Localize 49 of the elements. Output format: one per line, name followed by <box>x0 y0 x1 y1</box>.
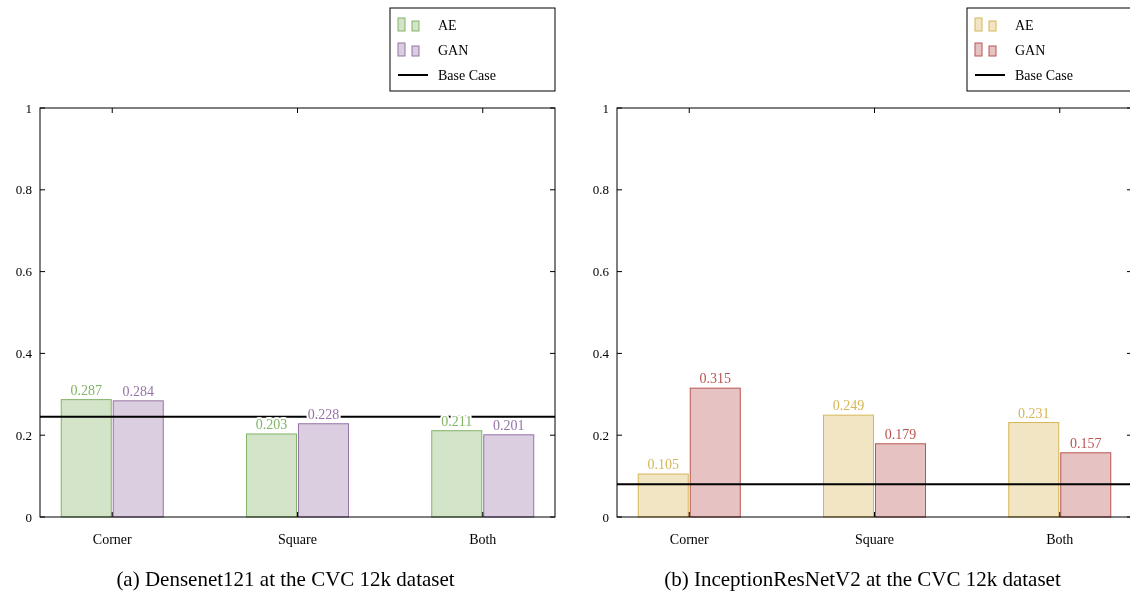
y-tick-label: 0 <box>602 509 609 525</box>
bar <box>483 434 535 518</box>
y-tick-label: 1 <box>25 100 32 116</box>
data-label: 0.231 <box>1018 405 1050 421</box>
x-tick-label: Corner <box>92 532 133 547</box>
x-tick-label: Both <box>469 532 497 547</box>
bar <box>823 414 874 518</box>
data-label: 0.315 <box>699 371 731 387</box>
data-label: 0.157 <box>1070 435 1102 451</box>
legend-label: GAN <box>438 42 469 58</box>
y-tick-label: 0.8 <box>15 182 32 198</box>
data-label: 0.105 <box>647 457 679 473</box>
y-tick-label: 0.2 <box>592 427 609 443</box>
x-tick-label: Square <box>278 532 317 547</box>
bar <box>689 387 741 518</box>
text: (b) InceptionResNetV2 at the CVC 12k dataset <box>664 567 1061 591</box>
x-tick-label: Corner <box>669 532 710 547</box>
bar <box>637 473 689 518</box>
legend-label: Base Case <box>438 67 496 83</box>
legend-label: GAN <box>1015 42 1046 58</box>
text: (a) Densenet121 at the CVC 12k dataset <box>116 567 455 591</box>
y-tick-label: 0.4 <box>592 345 610 361</box>
x-tick-label: Both <box>1046 532 1074 547</box>
y-tick-label: 0.6 <box>592 264 610 280</box>
x-tick-label: Square <box>855 532 894 547</box>
bar <box>875 443 926 518</box>
legend-label: Base Case <box>1015 67 1073 83</box>
y-tick-label: 0.2 <box>15 427 32 443</box>
data-label: 0.211 <box>441 413 473 429</box>
y-tick-label: 0.4 <box>15 345 33 361</box>
data-label: 0.249 <box>832 398 865 414</box>
bar <box>431 430 483 518</box>
data-label: 0.287 <box>70 382 102 398</box>
y-tick-label: 0.6 <box>15 264 33 280</box>
legend-label: AE <box>1015 17 1034 33</box>
legend-label: AE <box>438 17 457 33</box>
y-tick-label: 0 <box>25 509 32 525</box>
y-tick-label: 0.8 <box>592 182 609 198</box>
bar <box>1060 452 1112 518</box>
data-label: 0.201 <box>493 417 525 433</box>
y-tick-label: 1 <box>602 100 609 116</box>
bar <box>298 423 349 518</box>
bar <box>112 400 164 518</box>
data-label: 0.203 <box>255 416 288 432</box>
bar <box>1008 422 1060 518</box>
bar <box>246 433 297 518</box>
data-label: 0.284 <box>122 383 154 399</box>
data-label: 0.179 <box>884 426 917 442</box>
bar <box>60 399 112 518</box>
